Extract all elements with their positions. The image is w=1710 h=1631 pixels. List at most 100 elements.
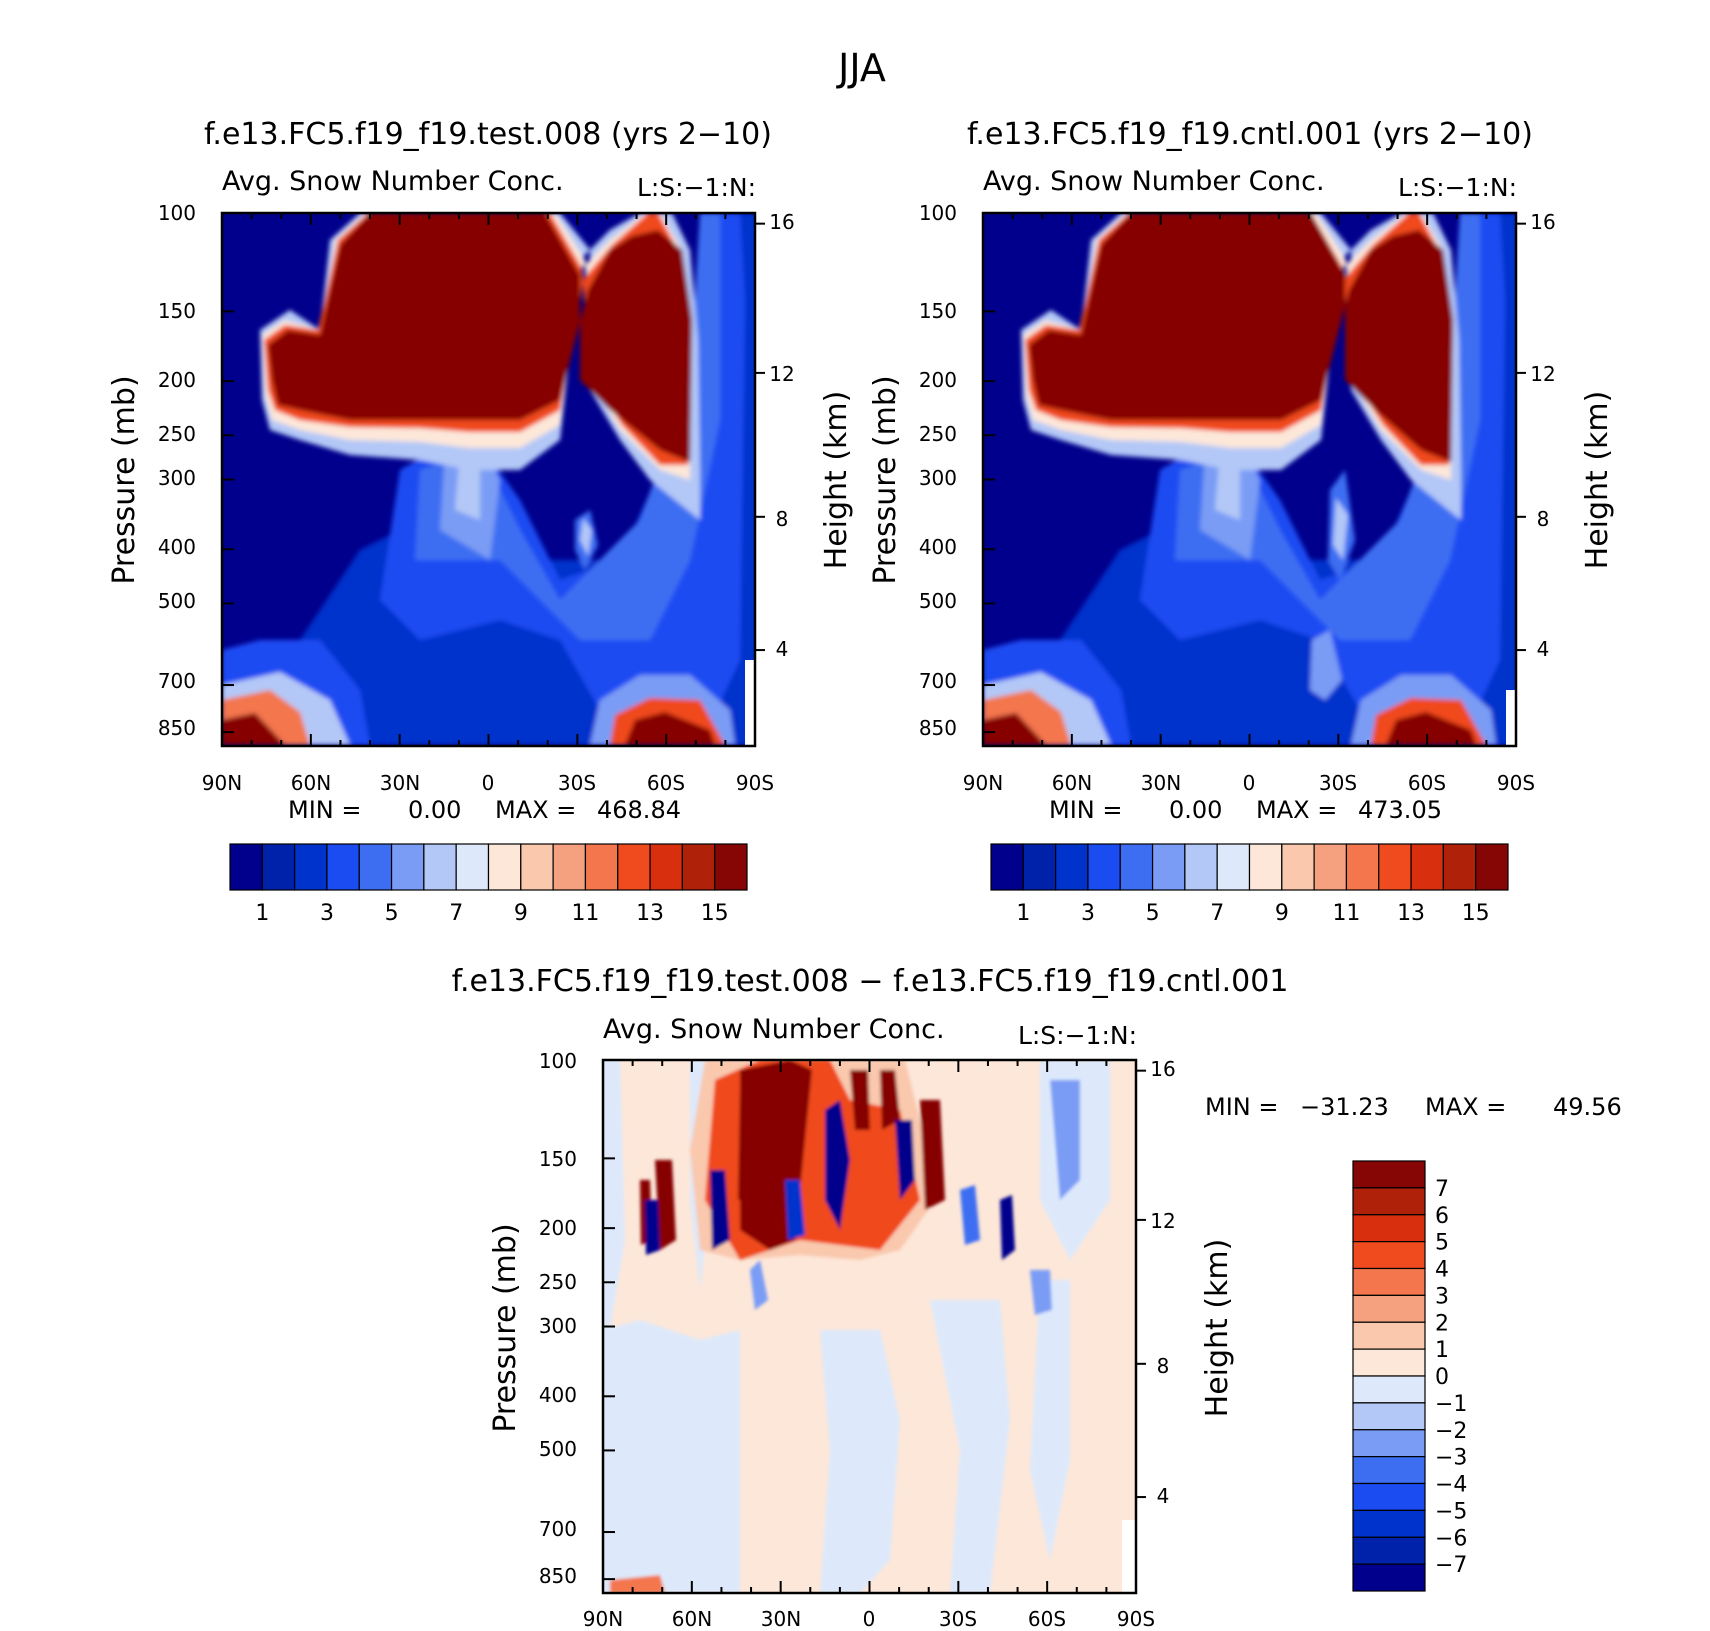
colorbar-swatch <box>714 843 748 891</box>
min-label: MIN = <box>288 796 361 824</box>
panel-diff-x-axis: 90N 60N 30N 0 30S 60S 90S <box>583 1607 1155 1631</box>
panel-cntl-region <box>1386 712 1476 745</box>
colorbar-swatch <box>390 843 425 891</box>
min-value: 0.00 <box>1169 796 1222 824</box>
colorbar-swatch <box>1352 1456 1426 1485</box>
y-tick-label: 400 <box>158 535 196 559</box>
panel-cntl-colorbar: 1 3 5 7 9 11 13 15 <box>990 843 1509 926</box>
y-right-tick-label: 4 <box>776 637 789 661</box>
colorbar-label: −6 <box>1435 1526 1467 1551</box>
colorbar-label: 3 <box>320 901 334 926</box>
x-tick-label: 30N <box>380 771 420 795</box>
y-tick-label: 250 <box>539 1270 577 1294</box>
y-right-tick-label: 4 <box>1157 1484 1170 1508</box>
colorbar-swatch <box>1216 843 1251 891</box>
colorbar-label: 13 <box>636 901 664 926</box>
colorbar-swatch <box>1352 1321 1426 1350</box>
colorbar-swatch <box>1313 843 1348 891</box>
colorbar-swatch <box>1087 843 1121 891</box>
colorbar-swatch <box>1475 843 1509 891</box>
x-tick-label: 60N <box>1052 771 1092 795</box>
max-label: MAX = <box>1425 1093 1506 1121</box>
panel-diff-region <box>645 1200 660 1255</box>
colorbar-swatch <box>1410 843 1444 891</box>
panel-cntl: f.e13.FC5.f19_f19.cntl.001 (yrs 2−10) Av… <box>868 117 1615 926</box>
panel-diff-region <box>850 1070 870 1130</box>
colorbar-swatch <box>1119 843 1154 891</box>
colorbar-label: 1 <box>1016 901 1030 926</box>
panel-cntl-region <box>1029 213 1453 462</box>
colorbar-swatch <box>1352 1402 1426 1431</box>
colorbar-swatch <box>358 843 393 891</box>
x-tick-label: 90S <box>736 771 774 795</box>
colorbar-label: 11 <box>571 901 599 926</box>
colorbar-swatch <box>1352 1509 1426 1538</box>
x-tick-label: 30S <box>1319 771 1357 795</box>
colorbar-swatch <box>423 843 457 891</box>
panel-diff-region <box>820 1330 900 1593</box>
y-tick-label: 850 <box>158 716 196 740</box>
y-right-tick-label: 8 <box>1157 1354 1170 1378</box>
panel-cntl-subtitle-right: L:S:−1:N: <box>1398 173 1517 202</box>
colorbar-swatch <box>990 843 1024 891</box>
colorbar-label: −4 <box>1435 1473 1467 1498</box>
panel-diff-region <box>738 1090 762 1200</box>
x-tick-label: 0 <box>863 1607 876 1631</box>
y-tick-label: 700 <box>539 1517 577 1541</box>
panel-test-region <box>625 712 715 745</box>
colorbar-swatch <box>1151 843 1186 891</box>
x-tick-label: 60N <box>672 1607 712 1631</box>
panel-diff-region <box>920 1100 945 1210</box>
panel-cntl-x-axis: 90N 60N 30N 0 30S 60S 90S <box>963 771 1535 795</box>
colorbar-label: 7 <box>449 901 463 926</box>
panel-test: f.e13.FC5.f19_f19.test.008 (yrs 2−10) Av… <box>107 117 854 926</box>
panel-test-y-axis: 100 150 200 250 300 400 500 700 850 <box>158 201 196 740</box>
panel-cntl-region <box>1310 630 1342 700</box>
panel-test-minmax: MIN = 0.00 MAX = 468.84 <box>288 796 681 824</box>
colorbar-swatch <box>1055 843 1089 891</box>
panel-test-x-axis: 90N 60N 30N 0 30S 60S 90S <box>202 771 774 795</box>
colorbar-swatch <box>1378 843 1412 891</box>
y-right-tick-label: 16 <box>769 210 794 234</box>
panel-diff: f.e13.FC5.f19_f19.test.008 − f.e13.FC5.f… <box>452 964 1622 1631</box>
panel-test-plot <box>222 213 755 746</box>
panel-test-colorbar: 1 3 5 7 9 11 13 15 <box>229 843 748 926</box>
y-tick-label: 850 <box>919 716 957 740</box>
panel-cntl-plot <box>983 213 1516 746</box>
x-tick-label: 30S <box>558 771 596 795</box>
panel-test-region <box>222 713 285 745</box>
colorbar-label: −5 <box>1435 1499 1467 1524</box>
panel-diff-region <box>880 1070 900 1130</box>
colorbar-swatch <box>1352 1241 1426 1270</box>
colorbar-swatch <box>229 843 263 891</box>
y-right-tick-label: 12 <box>1530 362 1555 386</box>
panel-test-subtitle-right: L:S:−1:N: <box>637 173 756 202</box>
tick-marks <box>221 212 1526 1593</box>
colorbar-swatch <box>1352 1536 1426 1565</box>
y-right-tick-label: 16 <box>1150 1057 1175 1081</box>
panel-diff-region <box>1050 1080 1080 1200</box>
colorbar-label: 15 <box>1462 901 1490 926</box>
x-tick-label: 90S <box>1117 1607 1155 1631</box>
colorbar-label: 5 <box>1435 1231 1449 1256</box>
panel-test-y-label-right: Height (km) <box>819 391 854 570</box>
colorbar-swatch <box>1184 843 1218 891</box>
y-right-tick-label: 12 <box>1150 1209 1175 1233</box>
colorbar-label: 2 <box>1435 1311 1449 1336</box>
y-tick-label: 700 <box>919 669 957 693</box>
y-tick-label: 500 <box>539 1437 577 1461</box>
colorbar-label: 13 <box>1397 901 1425 926</box>
panel-diff-missing <box>1122 1520 1136 1593</box>
max-value: 49.56 <box>1553 1093 1622 1121</box>
y-tick-label: 250 <box>919 422 957 446</box>
x-tick-label: 0 <box>482 771 495 795</box>
colorbar-swatch <box>1442 843 1477 891</box>
colorbar-label: 6 <box>1435 1204 1449 1229</box>
colorbar-swatch <box>552 843 587 891</box>
panel-test-region <box>268 213 692 462</box>
panel-diff-y-axis: 100 150 200 250 300 400 500 700 850 <box>539 1049 577 1588</box>
y-tick-label: 400 <box>539 1383 577 1407</box>
colorbar-label: 9 <box>1275 901 1289 926</box>
panel-diff-region <box>785 1180 805 1240</box>
